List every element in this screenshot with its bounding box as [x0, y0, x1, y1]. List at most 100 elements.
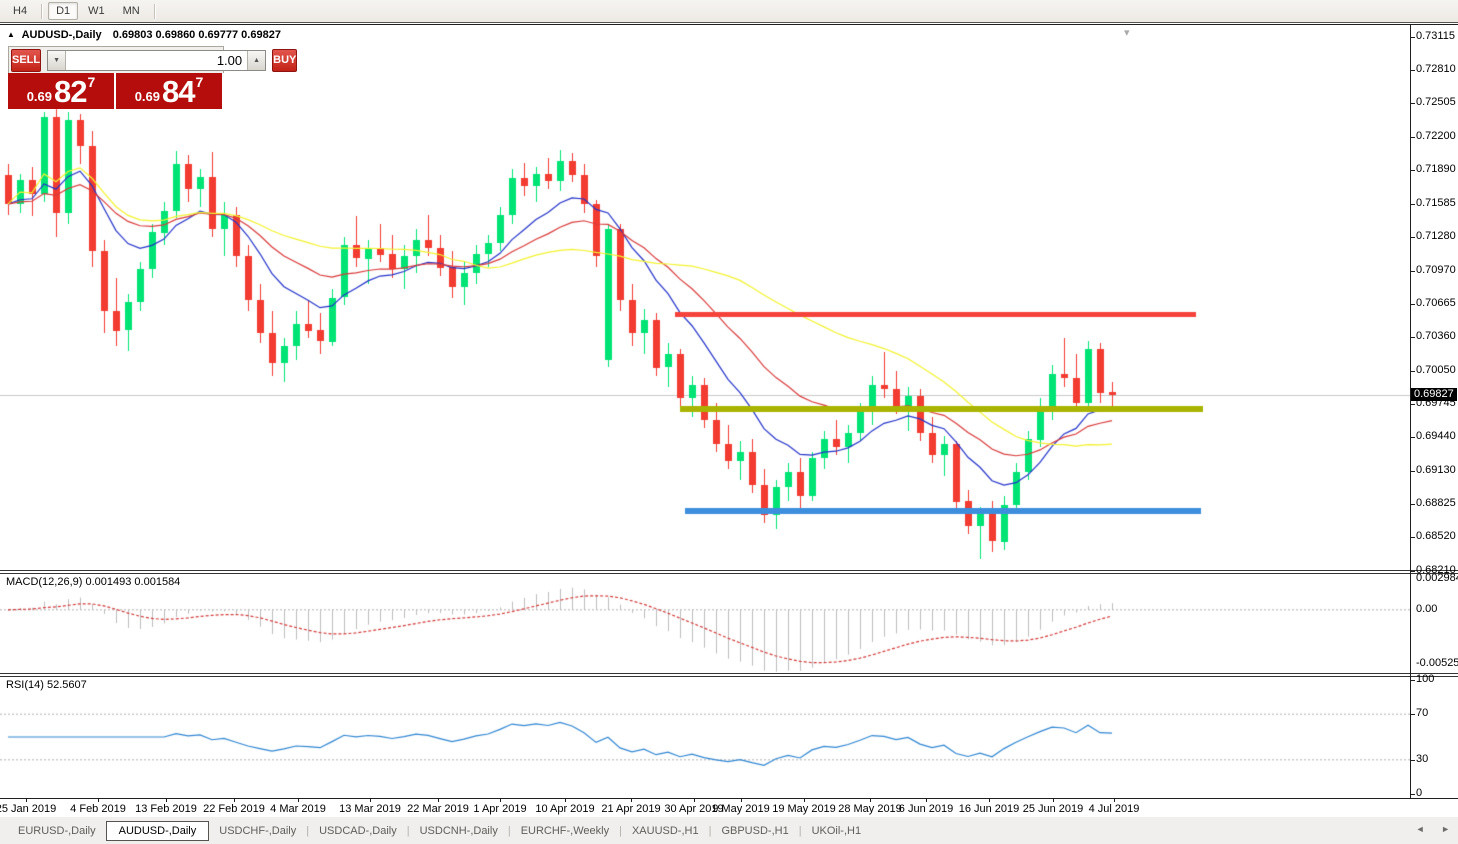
price-axis-tick [1410, 304, 1415, 305]
price-chart-canvas[interactable] [0, 25, 1410, 570]
tab-audusd-daily[interactable]: AUDUSD-,Daily [105, 820, 210, 841]
date-axis-label: 4 Mar 2019 [270, 803, 326, 815]
date-axis-tick [98, 799, 99, 802]
price-axis-label: 0.69745 [1416, 397, 1456, 409]
date-axis-tick [166, 799, 167, 802]
date-axis-tick [500, 799, 501, 802]
tab-eurusd-daily[interactable]: EURUSD-,Daily [18, 824, 96, 837]
price-axis-tick [1410, 237, 1415, 238]
rsi-indicator-label: RSI(14) 52.5607 [6, 679, 87, 691]
sell-quote-big: 82 [54, 74, 87, 109]
date-axis-label: 13 Feb 2019 [135, 803, 197, 815]
rsi-axis-label: 30 [1416, 753, 1429, 765]
quote-row: 0.69 82 7 0.69 84 7 [8, 73, 224, 109]
volume-increase-button[interactable]: ▲ [247, 50, 266, 70]
tab-separator: | [507, 824, 511, 837]
price-axis-tick [1410, 537, 1415, 538]
date-axis-tick [631, 799, 632, 802]
tab-gbpusd-h1[interactable]: GBPUSD-,H1 [721, 824, 789, 837]
timeframe-toolbar: H4 D1 W1 MN [0, 0, 1458, 23]
price-axis-tick [1410, 337, 1415, 338]
date-axis-label: 22 Feb 2019 [203, 803, 265, 815]
sell-button[interactable]: SELL [11, 48, 42, 72]
macd-name: MACD(12,26,9) [6, 576, 83, 588]
tab-usdchf-daily[interactable]: USDCHF-,Daily [219, 824, 297, 837]
tab-xauusd-h1[interactable]: XAUUSD-,H1 [631, 824, 699, 837]
chevron-down-icon: ▼ [53, 56, 61, 64]
tab-usdcad-daily[interactable]: USDCAD-,Daily [319, 824, 397, 837]
toolbar-separator [153, 3, 155, 19]
date-axis-tick [741, 799, 742, 802]
tab-scroll-arrows: ◄ ► [1402, 824, 1450, 834]
trade-controls-row: SELL ▼ ▲ BUY [8, 46, 298, 73]
price-axis-tick [1410, 37, 1415, 38]
symbol-marker-icon: ▲ [7, 30, 15, 39]
buy-quote-prefix: 0.69 [134, 89, 161, 104]
price-axis-tick [1410, 204, 1415, 205]
price-axis-tick [1410, 504, 1415, 505]
chart-title: ▲ AUDUSD-,Daily 0.69803 0.69860 0.69777 … [7, 29, 281, 41]
date-axis-label: 19 May 2019 [772, 803, 836, 815]
macd-chart-canvas[interactable] [0, 573, 1410, 673]
date-axis-tick [26, 799, 27, 802]
tab-separator: | [406, 824, 410, 837]
price-axis-label: 0.72200 [1416, 130, 1456, 142]
date-axis-label: 22 Mar 2019 [407, 803, 469, 815]
rsi-chart-canvas[interactable] [0, 676, 1410, 798]
date-axis-tick [870, 799, 871, 802]
date-axis-label: 10 Apr 2019 [535, 803, 595, 815]
rsi-axis-tick [1410, 714, 1415, 715]
buy-button[interactable]: BUY [272, 48, 298, 72]
price-axis-line [1410, 25, 1411, 798]
date-axis-label: 4 Jul 2019 [1088, 803, 1140, 815]
date-axis-label: 16 Jun 2019 [958, 803, 1020, 815]
macd-indicator-label: MACD(12,26,9) 0.001493 0.001584 [6, 576, 180, 588]
current-price-label: 0.69827 [1411, 388, 1457, 401]
tab-usdcnh-daily[interactable]: USDCNH-,Daily [419, 824, 498, 837]
volume-decrease-button[interactable]: ▼ [48, 50, 67, 70]
price-axis-label: 0.70970 [1416, 264, 1456, 276]
buy-quote-sup: 7 [195, 74, 204, 90]
tab-separator: | [306, 824, 310, 837]
price-axis-label: 0.72810 [1416, 63, 1456, 75]
timeframe-button-w1[interactable]: W1 [88, 5, 105, 17]
date-axis-label: 6 Jun 2019 [898, 803, 954, 815]
date-axis-label: 4 Feb 2019 [70, 803, 126, 815]
timeframe-button-mn[interactable]: MN [122, 5, 140, 17]
buy-quote[interactable]: 0.69 84 7 [116, 73, 222, 109]
one-click-trade-panel: SELL ▼ ▲ BUY 0.69 82 7 0.69 84 7 [8, 46, 298, 109]
autoscroll-marker-icon: ▾ [1124, 27, 1130, 39]
rsi-axis-label: 0 [1416, 787, 1423, 799]
price-axis-label: 0.68520 [1416, 530, 1456, 542]
tab-ukoil-h1[interactable]: UKOil-,H1 [811, 824, 862, 837]
volume-input[interactable] [66, 50, 248, 70]
macd-values: 0.001493 0.001584 [85, 576, 181, 588]
chart-symbol-label: AUDUSD-,Daily [21, 29, 102, 41]
rsi-axis-label: 70 [1416, 707, 1429, 719]
price-axis-tick [1410, 170, 1415, 171]
date-axis-tick [926, 799, 927, 802]
tab-separator: | [708, 824, 712, 837]
timeframe-button-d1[interactable]: D1 [48, 2, 79, 20]
sell-quote[interactable]: 0.69 82 7 [8, 73, 114, 109]
date-axis-label: 28 May 2019 [838, 803, 902, 815]
rsi-axis-tick [1410, 794, 1415, 795]
macd-axis-label: 0.002984 [1416, 572, 1458, 584]
tab-scroll-left-button[interactable]: ◄ [1415, 824, 1425, 834]
price-axis-tick [1410, 103, 1415, 104]
price-axis-tick [1410, 137, 1415, 138]
chevron-up-icon: ▲ [253, 56, 261, 64]
tab-scroll-right-button[interactable]: ► [1441, 824, 1450, 834]
date-axis-tick [565, 799, 566, 802]
date-axis-label: 25 Jan 2019 [0, 803, 57, 815]
price-axis-tick [1410, 471, 1415, 472]
tab-separator: | [619, 824, 622, 837]
date-axis[interactable]: 25 Jan 2019 4 Feb 2019 13 Feb 2019 22 Feb 2… [0, 798, 1458, 818]
tab-eurchf-weekly[interactable]: EURCHF-,Weekly [520, 824, 610, 837]
timeframe-button-h4[interactable]: H4 [13, 5, 28, 17]
price-axis-label: 0.70665 [1416, 297, 1456, 309]
date-axis-label: 30 Apr 2019 [664, 803, 724, 815]
rsi-axis-tick [1410, 760, 1415, 761]
buy-quote-big: 84 [162, 74, 195, 109]
